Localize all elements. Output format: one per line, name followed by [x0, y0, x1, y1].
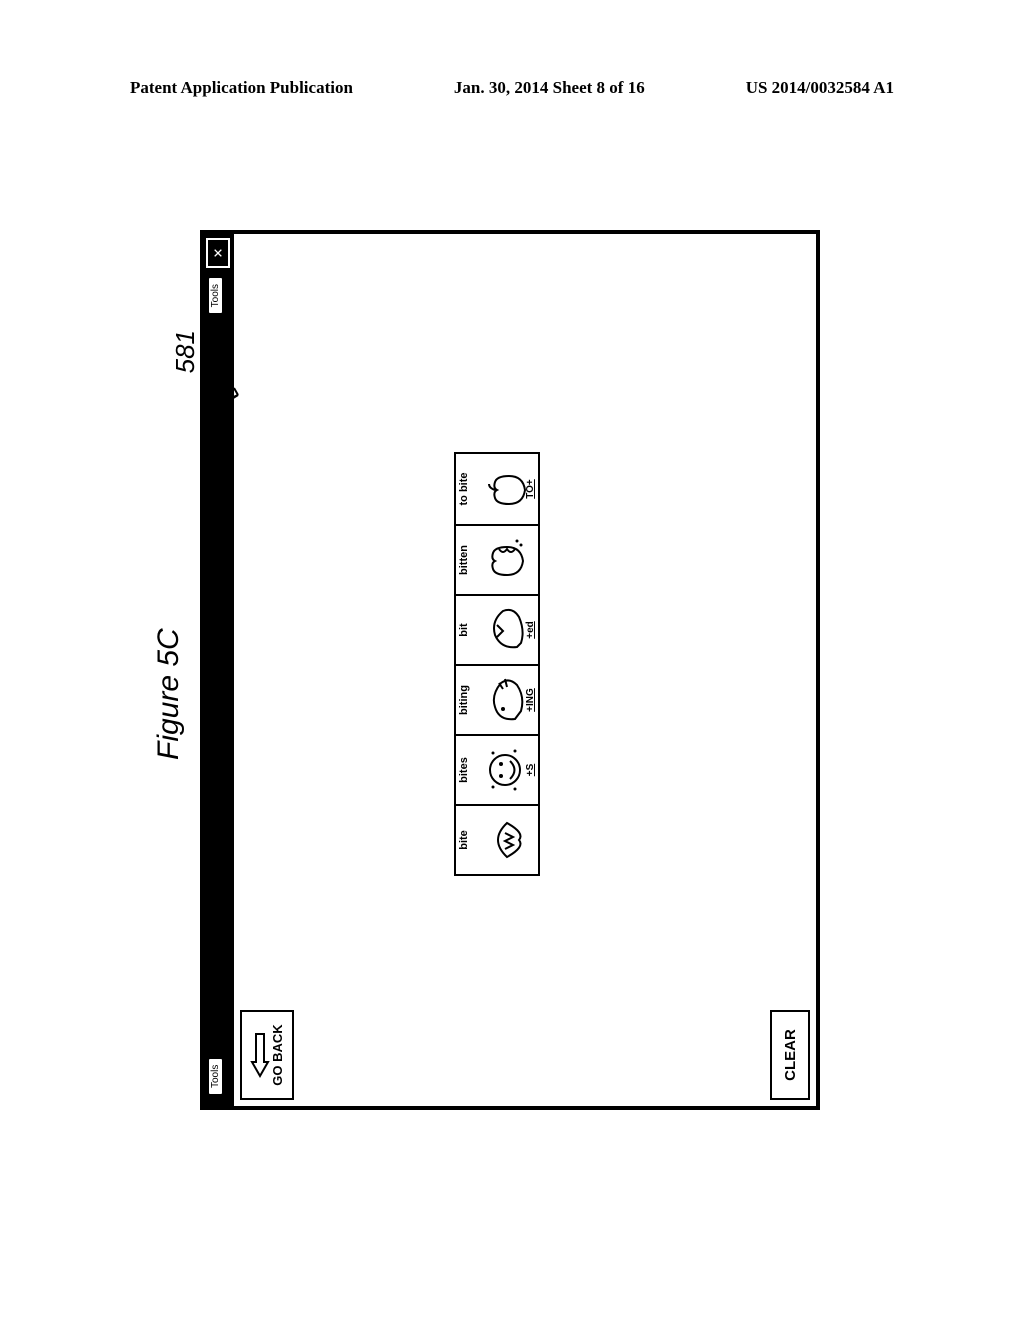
word-row: bite bites: [454, 452, 540, 876]
word-label: bites: [458, 736, 470, 804]
word-cell[interactable]: bites +S: [456, 734, 538, 804]
tools-button-left[interactable]: Tools: [207, 1057, 224, 1096]
word-cell[interactable]: bite: [456, 804, 538, 874]
page-header: Patent Application Publication Jan. 30, …: [0, 78, 1024, 98]
word-cell[interactable]: bit +ed: [456, 594, 538, 664]
word-label: bite: [458, 806, 470, 874]
clear-label: CLEAR: [782, 1029, 799, 1081]
header-middle: Jan. 30, 2014 Sheet 8 of 16: [454, 78, 645, 98]
word-label: biting: [458, 666, 470, 734]
word-suffix: +ING: [525, 666, 536, 734]
header-right: US 2014/0032584 A1: [746, 78, 894, 98]
figure-title: Figure 5C: [152, 628, 186, 760]
word-cell[interactable]: to bite TO+: [456, 454, 538, 524]
clear-button[interactable]: CLEAR: [770, 1010, 810, 1100]
device-frame: Tools Tools × GO BACK CLEAR bite: [200, 230, 820, 1110]
go-back-button[interactable]: GO BACK: [240, 1010, 294, 1100]
top-bar: Tools Tools ×: [204, 234, 234, 1106]
word-cell[interactable]: bitten: [456, 524, 538, 594]
word-label: bitten: [458, 526, 470, 594]
word-suffix: +ed: [525, 596, 536, 664]
reference-number: 581: [170, 330, 201, 373]
go-back-label: GO BACK: [270, 1024, 285, 1085]
figure-landscape: Figure 5C 581 Tools Tools × GO BACK CLE: [180, 230, 820, 1110]
close-icon: ×: [208, 248, 229, 258]
header-left: Patent Application Publication: [130, 78, 353, 98]
bitten-apple-icon: [474, 526, 538, 594]
mouth-bite-icon: [474, 806, 538, 874]
word-label: bit: [458, 596, 470, 664]
close-button[interactable]: ×: [206, 238, 230, 268]
word-label: to bite: [458, 454, 470, 524]
figure-container: Figure 5C 581 Tools Tools × GO BACK CLE: [180, 230, 820, 1110]
word-cell[interactable]: biting +ING: [456, 664, 538, 734]
tools-button-right[interactable]: Tools: [207, 276, 224, 315]
left-arrow-icon: [250, 1032, 270, 1078]
word-suffix: +S: [525, 736, 536, 804]
word-suffix: TO+: [525, 454, 536, 524]
